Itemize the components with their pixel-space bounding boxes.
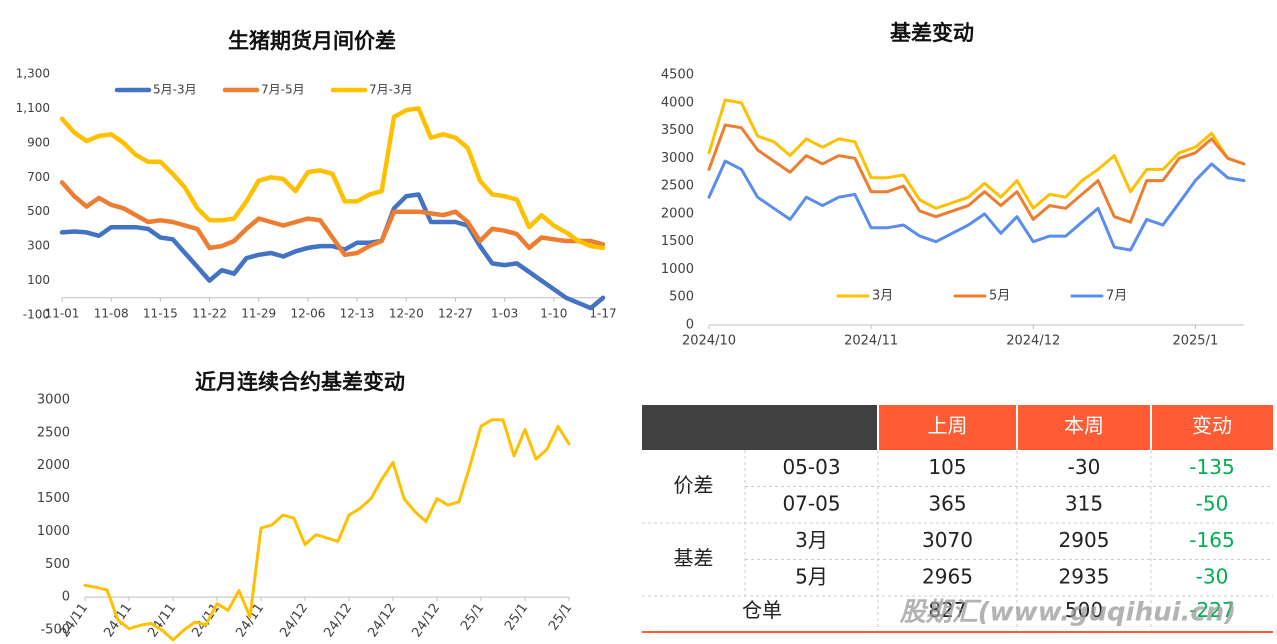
row-label: 5月	[795, 564, 828, 588]
x-tick-label: 2024/11	[844, 334, 898, 349]
change-cell: -165	[1189, 528, 1234, 552]
header-left	[642, 405, 878, 450]
x-tick-label: 12-13	[340, 306, 375, 320]
x-tick-label: 24/11	[189, 601, 223, 640]
value-cell: 3070	[922, 528, 973, 552]
y-tick-label: -100	[23, 308, 50, 322]
value-cell: 827	[928, 598, 966, 622]
y-tick-label: 4500	[661, 68, 694, 83]
x-tick-label: 24/12	[321, 601, 355, 640]
value-cell: 2935	[1059, 564, 1110, 588]
y-tick-label: 0	[62, 590, 70, 605]
value-cell: 105	[928, 455, 966, 479]
x-tick-label: 12-27	[438, 306, 473, 320]
y-tick-label: 3000	[661, 151, 694, 166]
y-tick-label: 1,300	[16, 67, 50, 81]
series-line	[59, 106, 606, 251]
x-tick-label: 1-17	[589, 306, 616, 320]
column-header: 变动	[1192, 414, 1232, 438]
series-line	[707, 98, 1246, 210]
y-tick-label: 1500	[37, 491, 70, 506]
y-tick-label: 1500	[661, 234, 694, 249]
x-tick-label: 24/11	[145, 601, 179, 640]
value-cell: 2965	[922, 564, 973, 588]
chart-title: 近月连续合约基差变动	[195, 370, 405, 394]
change-cell: -227	[1189, 598, 1234, 622]
y-tick-label: 1,100	[16, 101, 50, 115]
y-tick-label: 500	[45, 557, 70, 572]
y-tick-label: 500	[27, 204, 50, 218]
y-tick-label: 3500	[661, 123, 694, 138]
y-tick-label: 100	[27, 273, 50, 287]
x-tick-label: 1-10	[540, 306, 567, 320]
x-tick-label: 1-03	[491, 306, 518, 320]
legend-label: 7月	[1106, 289, 1127, 304]
value-cell: 315	[1065, 491, 1103, 515]
legend-label: 3月	[872, 289, 893, 304]
x-tick-label: 24/11	[57, 601, 91, 640]
x-tick-label: 24/12	[409, 601, 443, 640]
value-cell: 365	[928, 491, 966, 515]
y-tick-label: 300	[27, 239, 50, 253]
legend-label: 7月-5月	[261, 83, 305, 97]
group-label: 基差	[674, 546, 714, 570]
value-cell: -30	[1068, 455, 1101, 479]
row-label: 仓单	[742, 598, 782, 622]
series-line	[83, 418, 571, 642]
y-tick-label: 900	[27, 135, 50, 149]
row-label: 3月	[795, 528, 828, 552]
change-cell: -50	[1196, 491, 1229, 515]
column-header: 本周	[1064, 414, 1104, 438]
x-tick-label: 11-29	[241, 306, 276, 320]
x-tick-label: 25/1	[458, 601, 487, 634]
series-line	[707, 123, 1246, 224]
chart-title: 基差变动	[890, 21, 974, 45]
x-tick-label: 2024/10	[682, 334, 736, 349]
change-cell: -135	[1189, 455, 1234, 479]
y-tick-label: 2500	[661, 179, 694, 194]
y-tick-label: 1000	[37, 524, 70, 539]
legend-label: 5月-3月	[153, 83, 197, 97]
x-tick-label: 2024/12	[1006, 334, 1060, 349]
y-tick-label: 0	[686, 318, 694, 333]
value-cell: 2905	[1059, 528, 1110, 552]
y-tick-label: 4000	[661, 95, 694, 110]
row-label: 07-05	[782, 491, 840, 515]
y-tick-label: -500	[40, 623, 70, 638]
x-tick-label: 11-08	[94, 306, 129, 320]
series-line	[707, 159, 1246, 252]
legend-label: 5月	[989, 289, 1010, 304]
row-label: 05-03	[782, 455, 840, 479]
change-cell: -30	[1196, 564, 1229, 588]
y-tick-label: 700	[27, 170, 50, 184]
y-tick-label: 2500	[37, 425, 70, 440]
watermark: 股期汇(www.guqihui.cn)	[899, 598, 1236, 628]
series-line	[59, 192, 606, 311]
x-tick-label: 11-15	[143, 306, 178, 320]
x-tick-label: 12-20	[389, 306, 424, 320]
y-tick-label: 500	[669, 290, 694, 305]
y-tick-label: 2000	[661, 206, 694, 221]
x-tick-label: 2025/1	[1172, 334, 1218, 349]
y-tick-label: 1000	[661, 262, 694, 277]
x-tick-label: 24/12	[365, 601, 399, 640]
header-right	[878, 405, 1273, 450]
x-tick-label: 25/1	[502, 601, 531, 634]
y-tick-label: 3000	[37, 393, 70, 408]
chart-title: 生猪期货月间价差	[228, 29, 396, 53]
group-label: 价差	[674, 473, 714, 497]
legend-label: 7月-3月	[369, 83, 413, 97]
x-tick-label: 11-22	[192, 306, 227, 320]
x-tick-label: 12-06	[290, 306, 325, 320]
column-header: 上周	[928, 414, 968, 438]
y-tick-label: 2000	[37, 458, 70, 473]
x-tick-label: 24/12	[277, 601, 311, 640]
series-line	[59, 180, 606, 258]
x-tick-label: 11-01	[45, 306, 80, 320]
value-cell: 500	[1065, 598, 1103, 622]
x-tick-label: 25/1	[546, 601, 575, 634]
